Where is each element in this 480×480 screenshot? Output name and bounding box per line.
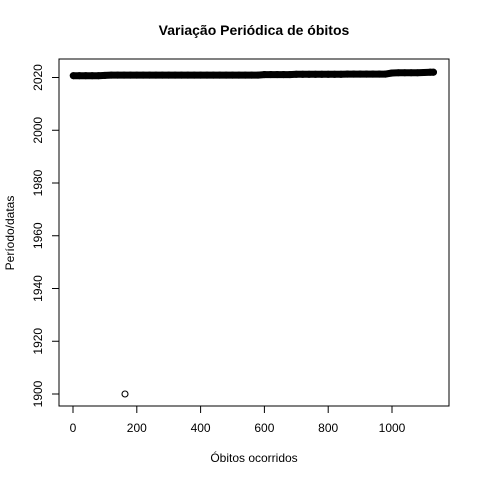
y-tick-label: 1920: [31, 328, 45, 355]
y-tick-label: 2020: [31, 64, 45, 91]
plot-frame: [58, 58, 450, 407]
x-tick-label: 800: [318, 421, 338, 435]
x-tick-label: 0: [70, 421, 77, 435]
x-tick-label: 1000: [379, 421, 406, 435]
x-axis: 0 200 400 600 800 1000: [70, 405, 406, 435]
dense-point-band: [69, 68, 437, 80]
y-tick-label: 2000: [31, 117, 45, 144]
y-axis: 1900 1920 1940 1960 1980 2000 2020: [31, 64, 60, 407]
y-tick-label: 1940: [31, 275, 45, 302]
data-point: [121, 390, 129, 398]
data-points: [69, 68, 438, 398]
series-0: [69, 68, 438, 398]
x-axis-label: Óbitos ocorridos: [210, 450, 297, 465]
chart-title: Variação Periódica de óbitos: [159, 22, 350, 38]
x-tick-label: 400: [191, 421, 211, 435]
y-tick-label: 1900: [31, 380, 45, 407]
y-axis-label: Período/datas: [3, 196, 17, 271]
x-tick-label: 600: [254, 421, 274, 435]
y-tick-label: 1980: [31, 169, 45, 196]
x-tick-label: 200: [127, 421, 147, 435]
y-tick-label: 1960: [31, 222, 45, 249]
